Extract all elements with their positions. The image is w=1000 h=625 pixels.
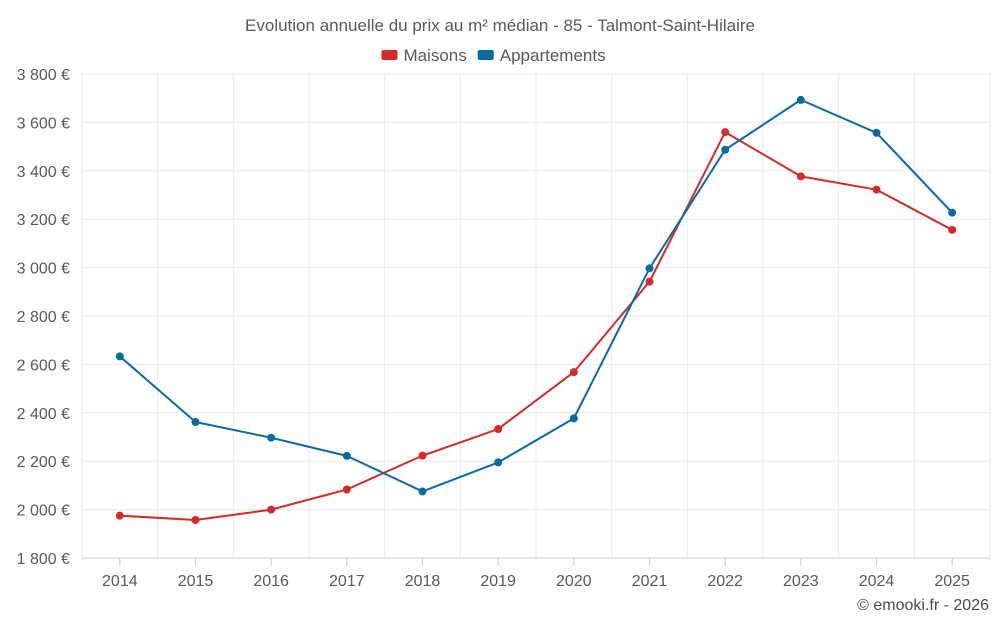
x-tick-label: 2024 (859, 573, 895, 590)
data-point-maisons[interactable] (721, 128, 730, 137)
data-point-appartements[interactable] (948, 208, 957, 217)
y-tick-label: 2 000 € (17, 503, 70, 520)
data-point-maisons[interactable] (115, 511, 124, 520)
y-tick-label: 2 600 € (17, 357, 70, 374)
y-tick-label: 1 800 € (17, 551, 70, 568)
data-point-appartements[interactable] (267, 433, 276, 442)
data-point-appartements[interactable] (645, 264, 654, 273)
x-tick-label: 2019 (480, 573, 516, 590)
y-tick-label: 3 600 € (17, 115, 70, 132)
data-point-appartements[interactable] (418, 487, 427, 496)
legend-label: Maisons (403, 46, 466, 65)
series (115, 95, 957, 525)
x-tick-label: 2020 (556, 573, 592, 590)
data-point-appartements[interactable] (342, 451, 351, 460)
legend: Maisons Appartements (381, 46, 606, 65)
data-point-maisons[interactable] (796, 172, 805, 181)
data-point-appartements[interactable] (191, 417, 200, 426)
x-tick-label: 2015 (178, 573, 214, 590)
data-point-appartements[interactable] (872, 128, 881, 137)
x-tick-label: 2016 (253, 573, 289, 590)
data-point-maisons[interactable] (948, 225, 957, 234)
y-tick-label: 3 200 € (17, 212, 70, 229)
data-point-appartements[interactable] (115, 352, 124, 361)
data-point-maisons[interactable] (494, 425, 503, 434)
data-point-maisons[interactable] (872, 185, 881, 194)
data-point-maisons[interactable] (418, 451, 427, 460)
y-tick-label: 2 800 € (17, 309, 70, 326)
grid (81, 73, 991, 558)
y-tick-label: 3 800 € (17, 67, 70, 84)
x-tick-label: 2022 (707, 573, 743, 590)
chart-title: Evolution annuelle du prix au m² médian … (245, 16, 755, 35)
x-tick-label: 2025 (934, 573, 970, 590)
legend-swatch (381, 50, 398, 60)
x-tick-label: 2014 (102, 573, 138, 590)
data-point-maisons[interactable] (342, 485, 351, 494)
data-point-appartements[interactable] (494, 458, 503, 467)
legend-item-maisons[interactable]: Maisons (381, 46, 467, 65)
x-tick-label: 2017 (329, 573, 365, 590)
y-tick-label: 2 200 € (17, 454, 70, 471)
series-line-maisons (119, 131, 953, 522)
y-tick-label: 2 400 € (17, 406, 70, 423)
data-point-maisons[interactable] (191, 516, 200, 525)
y-axis: 1 800 € 2 000 € 2 200 € 2 400 € 2 600 € 2 800… (17, 67, 70, 568)
legend-item-appartements[interactable]: Appartements (477, 46, 606, 65)
legend-label: Appartements (500, 46, 606, 65)
y-tick-label: 3 400 € (17, 164, 70, 181)
data-point-appartements[interactable] (569, 414, 578, 423)
x-tick-label: 2018 (405, 573, 441, 590)
legend-swatch (477, 50, 494, 60)
x-tick-label: 2023 (783, 573, 819, 590)
data-point-maisons[interactable] (569, 368, 578, 377)
y-tick-label: 3 000 € (17, 261, 70, 278)
data-point-maisons[interactable] (267, 505, 276, 514)
data-point-appartements[interactable] (721, 145, 730, 154)
x-tick-label: 2021 (632, 573, 668, 590)
data-point-maisons[interactable] (645, 277, 654, 286)
x-axis: 2014 2015 2016 2017 2018 2019 2020 2021 2022 2023… (82, 557, 990, 590)
data-point-appartements[interactable] (796, 95, 805, 104)
credits: © emooki.fr - 2026 (857, 597, 989, 614)
series-line-appartements (119, 98, 953, 493)
